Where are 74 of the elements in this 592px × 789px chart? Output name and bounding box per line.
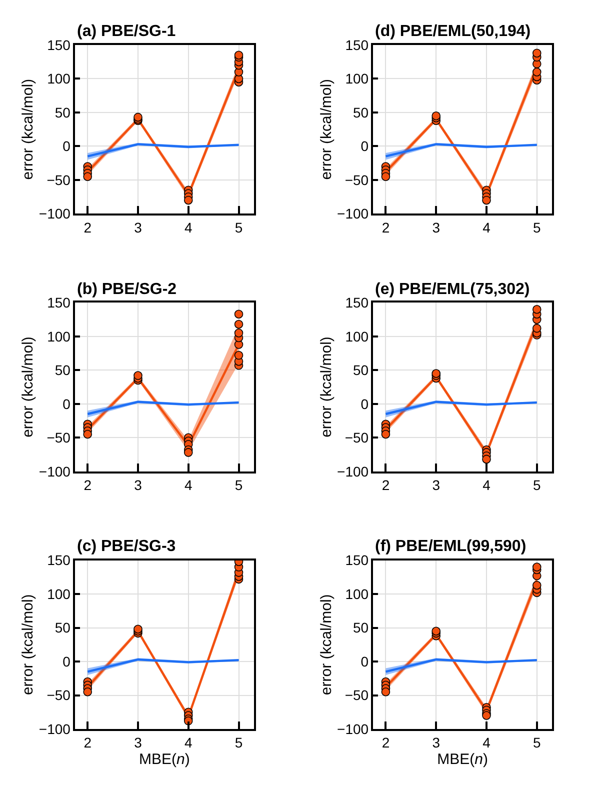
y-tick-label: −100 [337, 463, 369, 480]
y-tick-label: 0 [360, 653, 369, 670]
x-tick-label: 5 [234, 734, 243, 751]
x-tick-label: 3 [134, 734, 142, 751]
x-tick-label: 3 [432, 476, 440, 493]
x-tick-label: 5 [532, 476, 541, 493]
y-axis-title: error (kcal/mol) [318, 78, 335, 180]
y-tick-label: 50 [54, 362, 71, 378]
y-tick-label: −100 [38, 720, 71, 737]
y-tick-label: −50 [46, 430, 71, 446]
x-axis-title: MBE(n) [437, 751, 488, 768]
x-tick-label: 5 [234, 219, 243, 236]
x-tick-label: 2 [382, 219, 390, 236]
y-tick-label: −100 [337, 720, 369, 737]
x-tick-label: 4 [482, 219, 491, 236]
y-tick-label: 0 [62, 653, 71, 670]
y-tick-label: −50 [46, 172, 71, 188]
y-tick-label: 50 [352, 620, 369, 636]
x-tick-label: 5 [532, 734, 541, 751]
y-tick-label: 100 [47, 70, 71, 87]
x-tick-label: 4 [482, 476, 491, 493]
y-tick-label: 0 [360, 138, 369, 154]
y-tick-label: 100 [345, 586, 369, 602]
chart-title: (d) PBE/EML(50,194) [375, 23, 531, 40]
y-tick-label: −50 [344, 687, 369, 704]
x-tick-label: 2 [84, 219, 92, 236]
y-tick-label: 150 [47, 36, 71, 53]
y-tick-label: −100 [38, 463, 71, 480]
chart-title: (b) PBE/SG-2 [77, 281, 177, 298]
y-tick-label: 50 [54, 104, 71, 120]
x-tick-label: 4 [184, 219, 192, 236]
x-tick-label: 3 [134, 476, 142, 493]
chart-title: (c) PBE/SG-3 [77, 538, 176, 555]
y-tick-label: 150 [345, 294, 369, 311]
x-tick-label: 2 [84, 476, 92, 493]
y-tick-label: 50 [54, 620, 71, 636]
y-tick-label: 0 [62, 396, 71, 412]
y-tick-label: −100 [38, 206, 71, 222]
y-tick-label: −50 [46, 687, 71, 704]
y-tick-label: 150 [47, 552, 71, 568]
y-tick-label: 150 [345, 36, 369, 53]
x-tick-label: 3 [134, 219, 142, 236]
y-tick-label: 100 [47, 328, 71, 344]
y-tick-label: 0 [360, 396, 369, 412]
chart-title: (e) PBE/EML(75,302) [375, 281, 530, 298]
y-tick-label: −50 [344, 172, 369, 188]
y-tick-label: 100 [47, 586, 71, 602]
y-axis-title: error (kcal/mol) [318, 336, 335, 438]
x-tick-label: 5 [234, 476, 243, 493]
y-axis-title: error (kcal/mol) [318, 594, 335, 696]
x-tick-label: 3 [432, 219, 440, 236]
x-tick-label: 4 [482, 734, 491, 751]
y-tick-label: 100 [345, 70, 369, 87]
x-tick-label: 4 [184, 476, 192, 493]
y-axis-title: error (kcal/mol) [20, 336, 37, 438]
y-tick-label: 50 [352, 362, 369, 378]
y-axis-title: error (kcal/mol) [20, 78, 37, 180]
x-tick-label: 2 [382, 734, 390, 751]
x-tick-label: 2 [84, 734, 92, 751]
y-tick-label: 150 [345, 552, 369, 568]
y-tick-label: 0 [62, 138, 71, 154]
x-tick-label: 2 [382, 476, 390, 493]
x-tick-label: 4 [184, 734, 192, 751]
chart-title: (a) PBE/SG-1 [77, 23, 176, 40]
x-tick-label: 3 [432, 734, 440, 751]
y-tick-label: −100 [337, 206, 369, 222]
chart-title: (f) PBE/EML(99,590) [375, 538, 526, 555]
x-axis-title: MBE(n) [139, 751, 190, 768]
y-tick-label: 100 [345, 328, 369, 344]
y-tick-label: 150 [47, 294, 71, 311]
y-tick-label: −50 [344, 430, 369, 446]
y-axis-title: error (kcal/mol) [20, 594, 37, 696]
x-tick-label: 5 [532, 219, 541, 236]
y-tick-label: 50 [352, 104, 369, 120]
